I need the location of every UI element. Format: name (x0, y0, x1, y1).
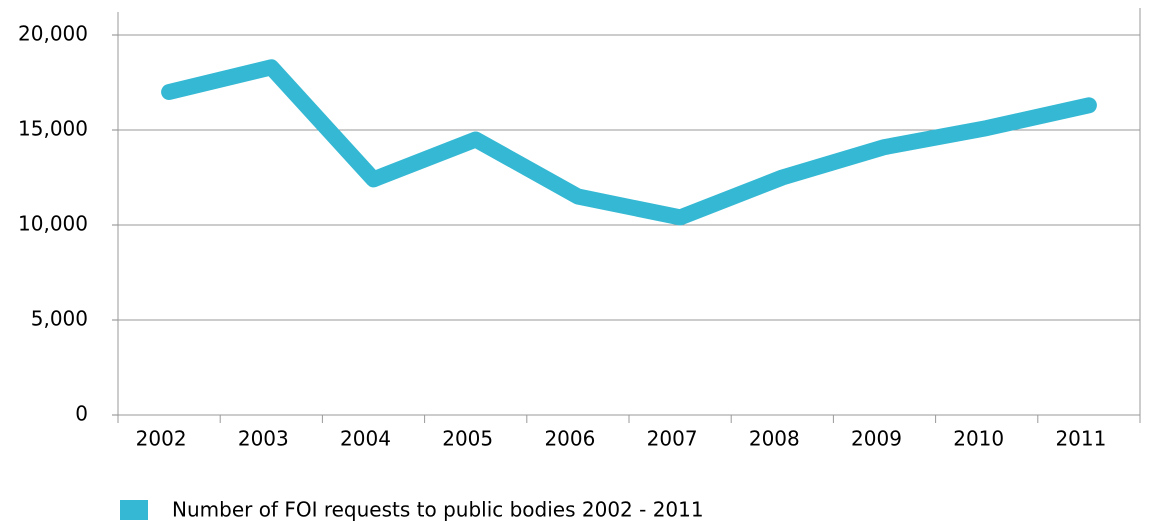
x-tick-label: 2008 (749, 427, 800, 451)
y-tick-label: 5,000 (31, 307, 88, 331)
legend-swatch (120, 500, 148, 520)
x-tick-label: 2005 (442, 427, 493, 451)
series-line (161, 59, 1097, 226)
x-tick-label: 2011 (1055, 427, 1106, 451)
x-tick-label: 2004 (340, 427, 391, 451)
legend-label: Number of FOI requests to public bodies … (172, 498, 704, 522)
x-tick-label: 2006 (544, 427, 595, 451)
y-tick-label: 10,000 (18, 212, 88, 236)
x-tick-label: 2003 (238, 427, 289, 451)
y-tick-label: 20,000 (18, 22, 88, 46)
y-tick-label: 15,000 (18, 117, 88, 141)
x-tick-label: 2002 (136, 427, 187, 451)
x-tick-label: 2007 (647, 427, 698, 451)
x-tick-label: 2009 (851, 427, 902, 451)
x-tick-label: 2010 (953, 427, 1004, 451)
y-tick-label: 0 (75, 402, 88, 426)
